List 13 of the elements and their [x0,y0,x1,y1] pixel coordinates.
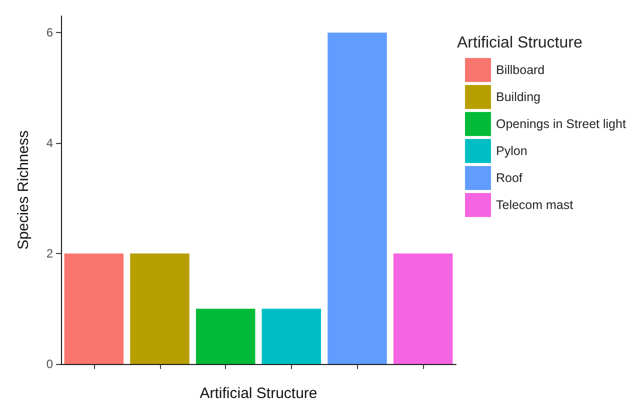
legend-label: Roof [496,171,523,185]
legend-label: Openings in Street light [496,117,626,131]
x-axis-title: Artificial Structure [200,385,318,402]
legend-label: Pylon [496,144,528,158]
legend-label: Telecom mast [496,198,574,212]
y-tick-label: 4 [46,136,54,150]
legend-label: Billboard [496,63,545,77]
legend-title: Artificial Structure [457,34,582,52]
y-axis-title: Species Richness [15,130,32,250]
y-tick-label: 2 [46,246,54,261]
y-tick-label: 6 [46,26,54,40]
legend-label: Building [496,90,541,104]
y-tick-label: 0 [46,357,54,371]
